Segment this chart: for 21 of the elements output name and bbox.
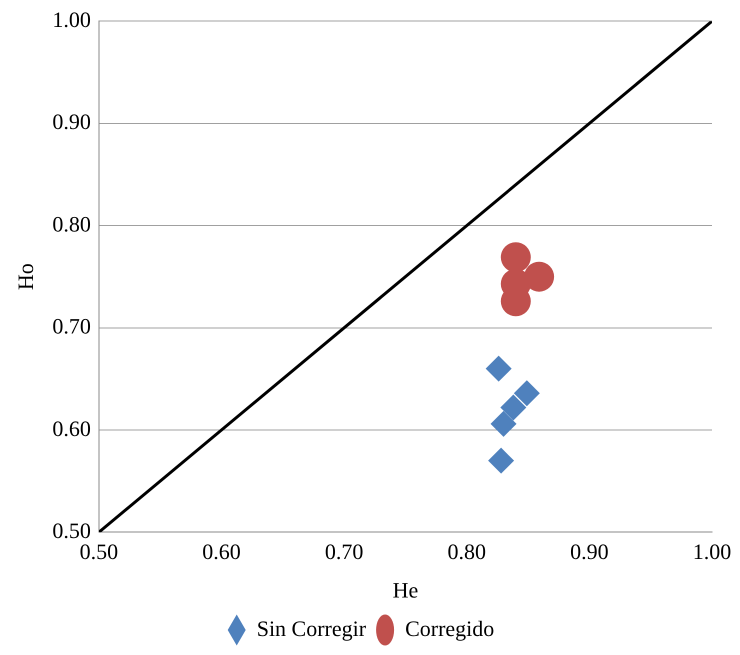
point: [486, 356, 512, 382]
point: [500, 242, 531, 272]
point: [488, 448, 514, 474]
x-tick-label: 0.70: [324, 539, 364, 564]
legend-label: Sin Corregir: [256, 616, 367, 641]
point: [500, 394, 526, 421]
x-tick-label: 0.80: [448, 539, 486, 564]
y-tick-label: 0.60: [52, 416, 91, 441]
x-tick-label: 1.00: [692, 539, 732, 564]
y-tick-label: 0.80: [52, 211, 91, 236]
legend-label: Corregido: [405, 616, 494, 641]
y-tick-label: 0.90: [52, 109, 91, 134]
x-tick-label: 0.90: [570, 539, 609, 564]
y-tick-label: 0.70: [52, 314, 91, 339]
point: [490, 410, 517, 437]
point: [514, 380, 540, 406]
point: [524, 262, 554, 292]
y-tick-label: 1.00: [52, 6, 91, 32]
x-tick-label: 0.60: [202, 539, 241, 564]
y-axis-title: Ho: [12, 263, 38, 290]
x-axis-title: He: [392, 578, 418, 603]
